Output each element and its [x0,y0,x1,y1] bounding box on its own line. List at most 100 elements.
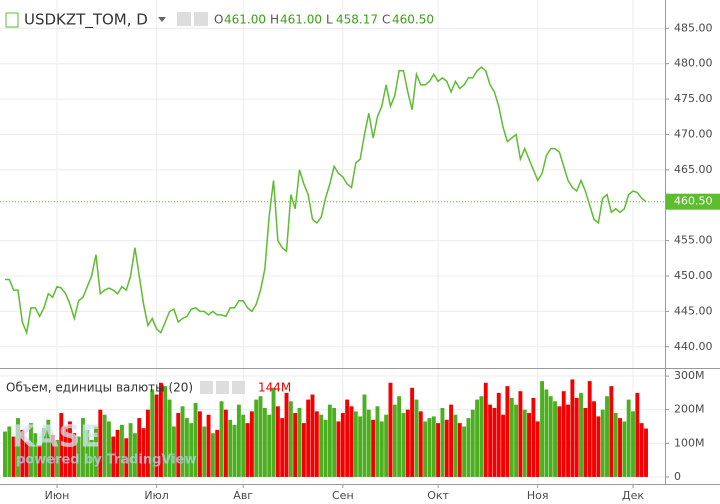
volume-bar [379,421,384,477]
volume-bar [327,404,332,477]
volume-bar [206,414,211,477]
volume-bar [271,387,276,477]
ohlc-key: C [382,13,390,27]
volume-bar [522,409,527,477]
volume-bar [418,411,423,477]
volume-bar [505,386,510,477]
volume-bar [267,414,272,477]
settings-icon[interactable] [216,381,229,394]
volume-bar [119,424,124,477]
price-line [5,66,647,336]
volume-bar [323,419,328,477]
volume-bar [297,408,302,477]
volume-bar [587,381,592,477]
volume-bar [241,414,246,477]
volume-bar [462,426,467,477]
y-tick-label: 480.00 [674,57,713,70]
volume-bar [3,431,7,477]
volume-bar [349,406,354,477]
volume-bar [85,429,90,477]
eye-icon[interactable] [177,12,191,26]
ohlc-value: 460.50 [392,13,434,27]
close-icon[interactable] [232,381,245,394]
volume-bar [301,423,306,477]
volume-bar [557,406,562,477]
volume-bar [94,426,98,477]
volume-bar [24,441,29,477]
y-tick-label: 450.00 [674,269,713,282]
volume-bar [249,411,254,477]
volume-bar [46,419,51,477]
volume-bar [501,414,506,477]
volume-bar [72,433,77,477]
volume-bar [466,418,471,477]
ohlc-legend: O 461.00 H 461.00 L 458.17 C 460.50 [214,13,434,27]
volume-bar [167,399,172,477]
volume-bar [55,439,59,477]
dropdown[interactable] [158,17,166,22]
watermark-powered: powered by TradingView [16,453,197,468]
volume-bar [570,379,575,477]
volume-bar [618,418,622,477]
volume-bar [81,418,85,477]
volume-bar [68,421,72,477]
volume-bar [197,411,202,477]
x-tick-label: Окт [427,489,449,502]
volume-bar [150,389,155,477]
volume-bar [293,413,298,477]
volume-bar [540,381,545,477]
volume-bar [37,444,42,477]
volume-bar [492,408,497,477]
volume-title: Объем, единицы валюты (20) [6,381,193,395]
volume-bar [596,416,601,477]
volume-bar [29,423,33,477]
volume-bar [440,408,445,477]
volume-bar [106,421,111,477]
volume-bar [436,423,441,477]
volume-bar [470,409,475,477]
volume-bar [63,426,68,477]
last-price-box [666,193,720,210]
volume-bar [392,404,397,477]
volume-bar [228,419,233,477]
volume-bar [579,392,583,477]
volume-bar [544,389,549,477]
volume-bar [431,416,436,477]
volume-bar [76,436,81,477]
volume-bar [115,429,120,477]
volume-bar [397,396,402,477]
ohlc-value: 461.00 [280,13,322,27]
settings-icon[interactable] [194,12,208,26]
volume-bar [639,423,644,477]
volume-bar [609,386,614,477]
volume-bar [284,392,289,477]
y-tick-label: 440.00 [674,340,713,353]
ohlc-value: 458.17 [336,13,378,27]
eye-icon[interactable] [200,381,213,394]
volume-bar [414,399,419,477]
volume-bar [410,387,415,477]
volume-bar [42,428,46,477]
volume-bar [336,421,341,477]
volume-bar [215,429,220,477]
volume-bar [280,418,285,477]
ohlc-key: L [326,13,333,27]
volume-bar [7,426,12,477]
volume-bar [16,418,20,477]
volume-bar [193,402,198,477]
watermark-logo: KASE [12,420,101,455]
volume-bar [176,413,181,477]
y-tick-label: 0 [674,470,681,483]
volume-bar [427,418,432,477]
volume-bar [171,426,176,477]
volume-bar [631,411,635,477]
volume-bar [262,408,267,477]
volume-bar [141,428,146,477]
volume-bar [535,421,540,477]
volume-bar [423,421,428,477]
y-tick-label: 455.00 [674,234,713,247]
x-tick-label: Июн [45,489,70,502]
volume-bar [375,406,380,477]
y-tick-label: 445.00 [674,304,713,317]
y-tick-label: 300M [674,369,705,382]
